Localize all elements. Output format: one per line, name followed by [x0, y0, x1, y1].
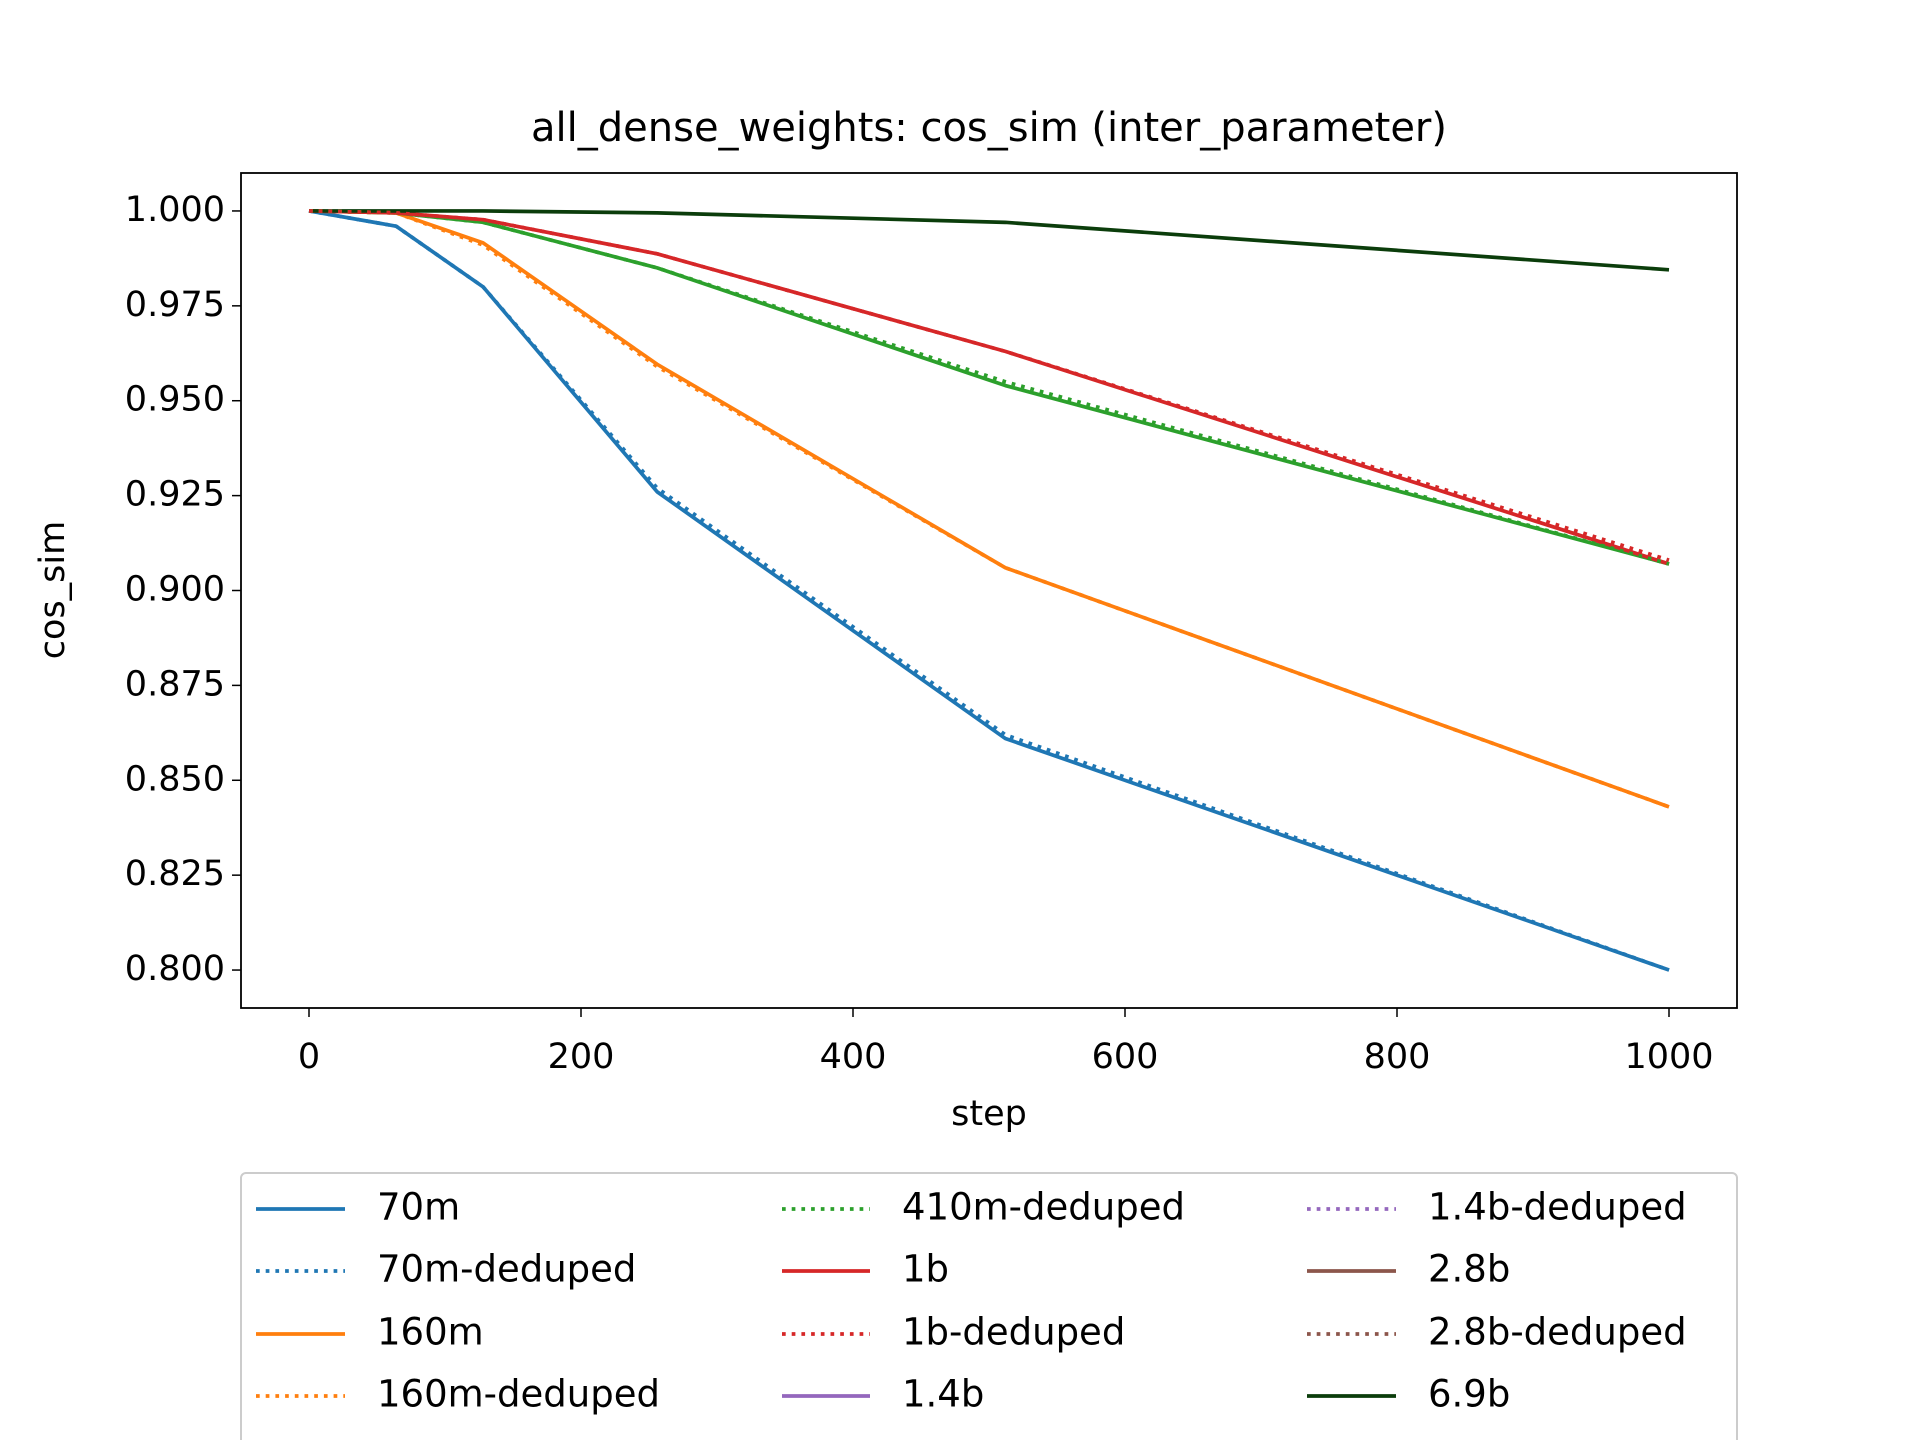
- series-line: [308, 209, 1670, 562]
- legend-label: 2.8b: [1428, 1248, 1510, 1291]
- x-tick-label: 200: [548, 1037, 615, 1077]
- x-tick-label: 1000: [1624, 1037, 1713, 1077]
- plot-frame: [240, 172, 1738, 1009]
- legend-label: 410m-deduped: [902, 1186, 1185, 1229]
- legend-label: 70m-deduped: [377, 1248, 636, 1291]
- x-tick-label: 400: [820, 1037, 887, 1077]
- legend-label: 2.8b-deduped: [1428, 1311, 1687, 1354]
- y-tick-label: 0.875: [125, 664, 225, 704]
- x-tick-label: 0: [298, 1037, 320, 1077]
- legend-label: 1b: [902, 1248, 949, 1291]
- legend-label: 160m-deduped: [377, 1373, 660, 1416]
- x-tick-label: 800: [1364, 1037, 1431, 1077]
- y-tick-label: 0.850: [125, 759, 225, 799]
- y-tick-label: 0.950: [125, 380, 225, 420]
- x-tick-label: 600: [1092, 1037, 1159, 1077]
- series-line: [308, 209, 1670, 972]
- y-tick-label: 0.925: [125, 475, 225, 515]
- y-axis-label: cos_sim: [33, 521, 73, 659]
- legend-label: 1b-deduped: [902, 1311, 1125, 1354]
- series-line: [308, 209, 1670, 566]
- legend-label: 70m: [377, 1186, 460, 1229]
- legend-label: 6.9b: [1428, 1373, 1510, 1416]
- y-tick-label: 0.975: [125, 285, 225, 325]
- x-axis-label: step: [951, 1094, 1027, 1134]
- y-tick-label: 0.900: [125, 570, 225, 610]
- series-line: [309, 209, 1670, 272]
- legend-label: 160m: [377, 1311, 484, 1354]
- legend-label: 1.4b: [902, 1373, 984, 1416]
- series-line: [308, 209, 1670, 809]
- y-tick-label: 0.825: [125, 854, 225, 894]
- y-tick-label: 0.800: [125, 949, 225, 989]
- legend-label: 1.4b-deduped: [1428, 1186, 1687, 1229]
- legend-box: [240, 1172, 1738, 1440]
- y-tick-label: 1.000: [125, 190, 225, 230]
- chart-title: all_dense_weights: cos_sim (inter_parame…: [531, 105, 1447, 151]
